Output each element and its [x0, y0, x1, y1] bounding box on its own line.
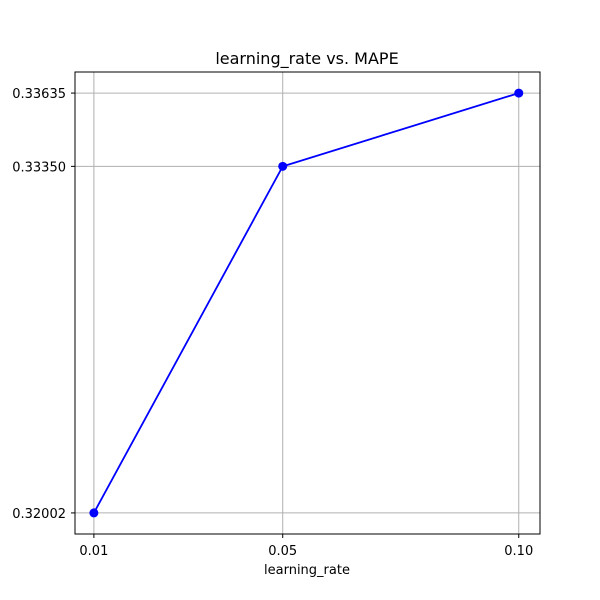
data-point	[514, 88, 524, 98]
x-tick-label: 0.05	[268, 544, 297, 559]
y-tick-label: 0.32002	[12, 507, 66, 522]
data-series	[89, 88, 524, 518]
x-axis-label: learning_rate	[264, 563, 350, 578]
axis-ticks: 0.01 0.05 0.10 0.32002 0.33350 0.33635	[12, 87, 533, 559]
x-tick-label: 0.01	[79, 544, 108, 559]
y-tick-label: 0.33350	[12, 160, 66, 175]
chart-title: learning_rate vs. MAPE	[215, 49, 398, 69]
y-tick-label: 0.33635	[12, 87, 66, 102]
grid	[75, 72, 540, 534]
data-point	[278, 161, 288, 171]
plot-area	[74, 71, 541, 535]
data-point	[89, 508, 99, 518]
series-line	[93, 92, 520, 514]
x-tick-label: 0.10	[504, 544, 533, 559]
